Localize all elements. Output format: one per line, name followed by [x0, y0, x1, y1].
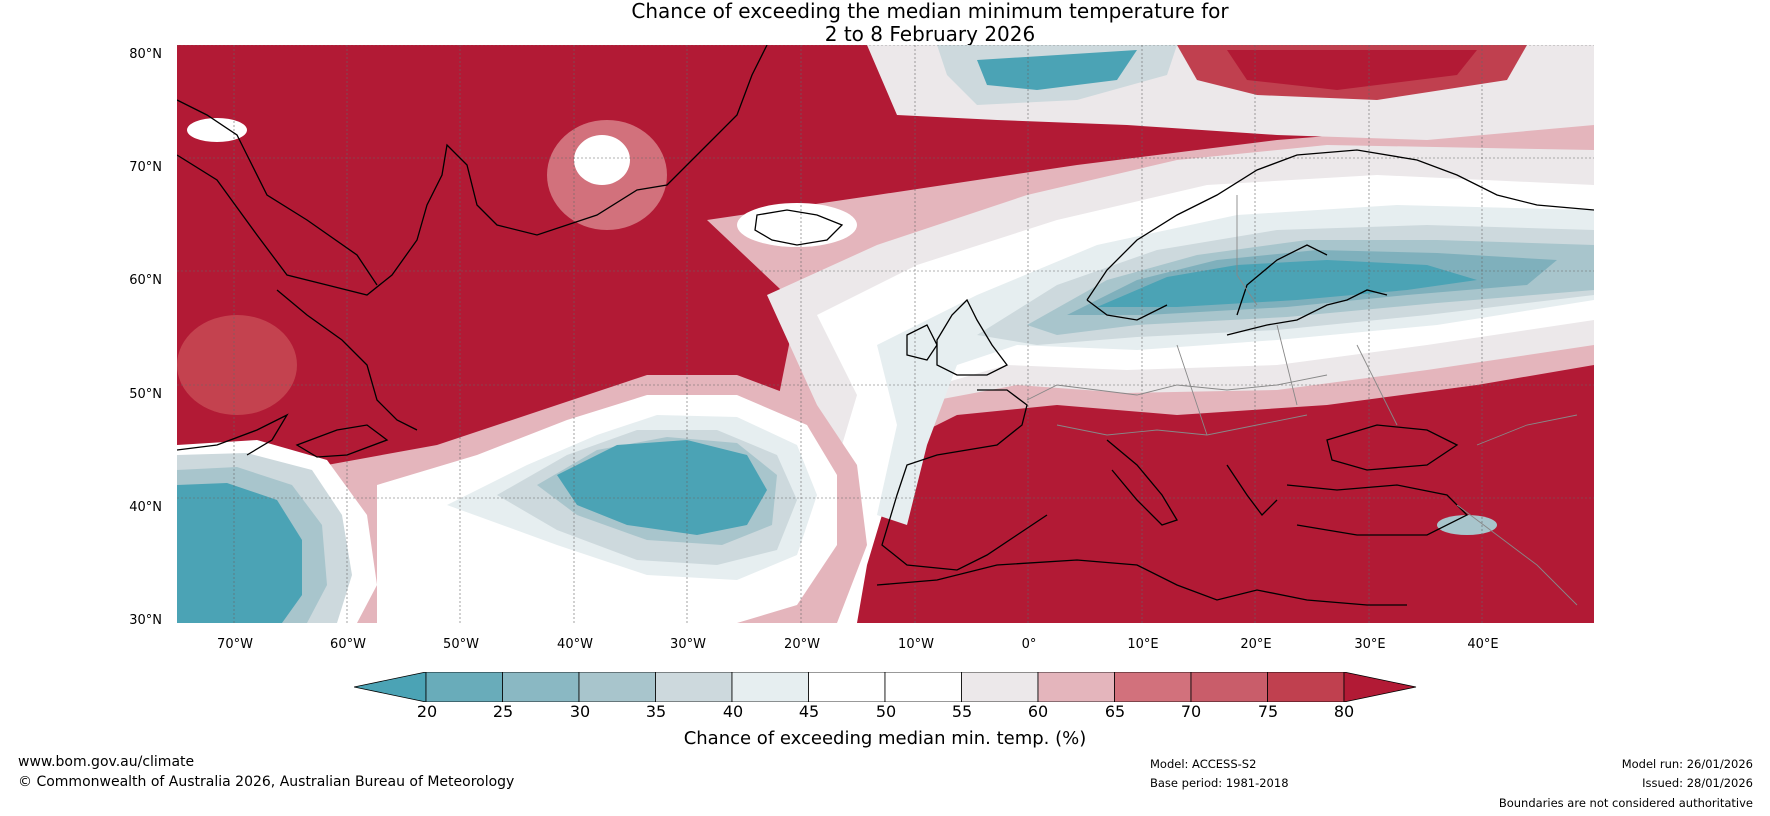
colorbar-segment [1114, 672, 1192, 702]
contour-labrador-mid [177, 315, 297, 415]
colorbar-segment [578, 672, 656, 702]
border-5 [1356, 344, 1398, 426]
colorbar-segment [884, 672, 962, 702]
lon-label-40w: 40°W [557, 637, 593, 652]
lat-label-50n: 50°N [129, 387, 162, 402]
copyright-text: © Commonwealth of Australia 2026, Austra… [18, 774, 515, 790]
model-run-date: Model run: 26/01/2026 [1621, 757, 1753, 771]
lat-label-40n: 40°N [129, 500, 162, 515]
lat-label-80n: 80°N [129, 47, 162, 62]
colorbar-tick-40: 40 [722, 702, 744, 721]
border-8 [1476, 414, 1578, 446]
lat-label-70n: 70°N [129, 160, 162, 175]
coast-france-spain [881, 389, 1048, 571]
colorbar-tick-45: 45 [798, 702, 820, 721]
website-link[interactable]: www.bom.gov.au/climate [18, 754, 195, 770]
contour-atlantic-teal [557, 440, 767, 535]
lon-label-20w: 20°W [784, 637, 820, 652]
border-6 [1236, 195, 1258, 306]
colorbar-segment [425, 672, 503, 702]
lon-label-10w: 10°W [898, 637, 934, 652]
colorbar-extend-high [1343, 672, 1417, 702]
title-line-2: 2 to 8 February 2026 [824, 22, 1036, 46]
colorbar-tick-30: 30 [569, 702, 591, 721]
colorbar-segment [1190, 672, 1268, 702]
lon-label-30w: 30°W [670, 637, 706, 652]
colorbar-segment [502, 672, 580, 702]
lon-label-50w: 50°W [443, 637, 479, 652]
border-2 [1056, 414, 1308, 436]
coast-greenland [177, 45, 768, 296]
lon-label-10e: 10°E [1127, 637, 1159, 652]
contour-iceland-white [737, 203, 857, 247]
contour-greenland-white [574, 135, 630, 185]
colorbar-tick-20: 20 [416, 702, 438, 721]
coastlines [177, 45, 1594, 606]
probability-contours [177, 45, 1594, 623]
political-borders [1026, 195, 1578, 606]
colorbar-segment [731, 672, 809, 702]
map-title: Chance of exceeding the median minimum t… [0, 0, 1770, 46]
graticule [177, 45, 1594, 623]
coast-black-sea [1326, 424, 1459, 471]
lon-label-70w: 70°W [217, 637, 253, 652]
boundaries-disclaimer: Boundaries are not considered authoritat… [1498, 796, 1753, 810]
model-name: Model: ACCESS-S2 [1150, 757, 1257, 771]
contour-northwest-white [187, 118, 247, 142]
coast-iceland [754, 209, 844, 246]
colorbar-tick-50: 50 [875, 702, 897, 721]
colorbar [354, 672, 1417, 702]
colorbar-extend-low [354, 672, 427, 702]
coast-north-africa [876, 559, 1407, 606]
colorbar-tick-80: 80 [1333, 702, 1355, 721]
coast-britain [936, 298, 1008, 376]
contour-europe-teal [1097, 260, 1477, 307]
probability-map [177, 45, 1594, 623]
colorbar-label: Chance of exceeding median min. temp. (%… [683, 728, 1087, 749]
border-7 [1456, 504, 1578, 606]
lon-label-30e: 30°E [1354, 637, 1386, 652]
coast-baltic [1226, 289, 1388, 336]
colorbar-tick-25: 25 [492, 702, 514, 721]
contour-southwest-teal [177, 483, 302, 623]
coast-greenland-west [177, 99, 378, 286]
coast-norway-south [1086, 299, 1168, 321]
colorbar-tick-35: 35 [645, 702, 667, 721]
colorbar-tick-75: 75 [1257, 702, 1279, 721]
coast-italy [1106, 439, 1178, 526]
coast-greece [1226, 464, 1278, 516]
colorbar-segment [655, 672, 733, 702]
lon-label-60w: 60°W [330, 637, 366, 652]
map-canvas [177, 45, 1594, 623]
contour-arctic-darkred [1227, 50, 1477, 90]
colorbar-segment [808, 672, 886, 702]
title-line-1: Chance of exceeding the median minimum t… [631, 0, 1229, 23]
colorbar-segment [1267, 672, 1345, 702]
lon-label-20e: 20°E [1240, 637, 1272, 652]
border-3 [1176, 344, 1208, 436]
colorbar-tick-55: 55 [951, 702, 973, 721]
coast-ireland [906, 324, 938, 361]
base-period: Base period: 1981-2018 [1150, 776, 1289, 790]
lon-label-0: 0° [1021, 637, 1037, 652]
colorbar-segments [354, 672, 1417, 702]
contour-arctic-teal [977, 50, 1137, 90]
coast-newfoundland [295, 424, 389, 458]
colorbar-segment [1037, 672, 1115, 702]
lon-label-40e: 40°E [1467, 637, 1499, 652]
coast-scandinavia [1086, 149, 1594, 301]
border-1 [1026, 374, 1328, 401]
lat-label-60n: 60°N [129, 273, 162, 288]
border-4 [1276, 324, 1298, 406]
coast-nova-scotia [177, 413, 289, 456]
colorbar-segment [961, 672, 1039, 702]
colorbar-tick-70: 70 [1180, 702, 1202, 721]
lat-label-30n: 30°N [129, 613, 162, 628]
colorbar-tick-65: 65 [1104, 702, 1126, 721]
issued-date: Issued: 28/01/2026 [1642, 776, 1753, 790]
coast-sweden-east [1236, 244, 1328, 316]
coast-labrador [276, 289, 418, 431]
colorbar-tick-60: 60 [1027, 702, 1049, 721]
